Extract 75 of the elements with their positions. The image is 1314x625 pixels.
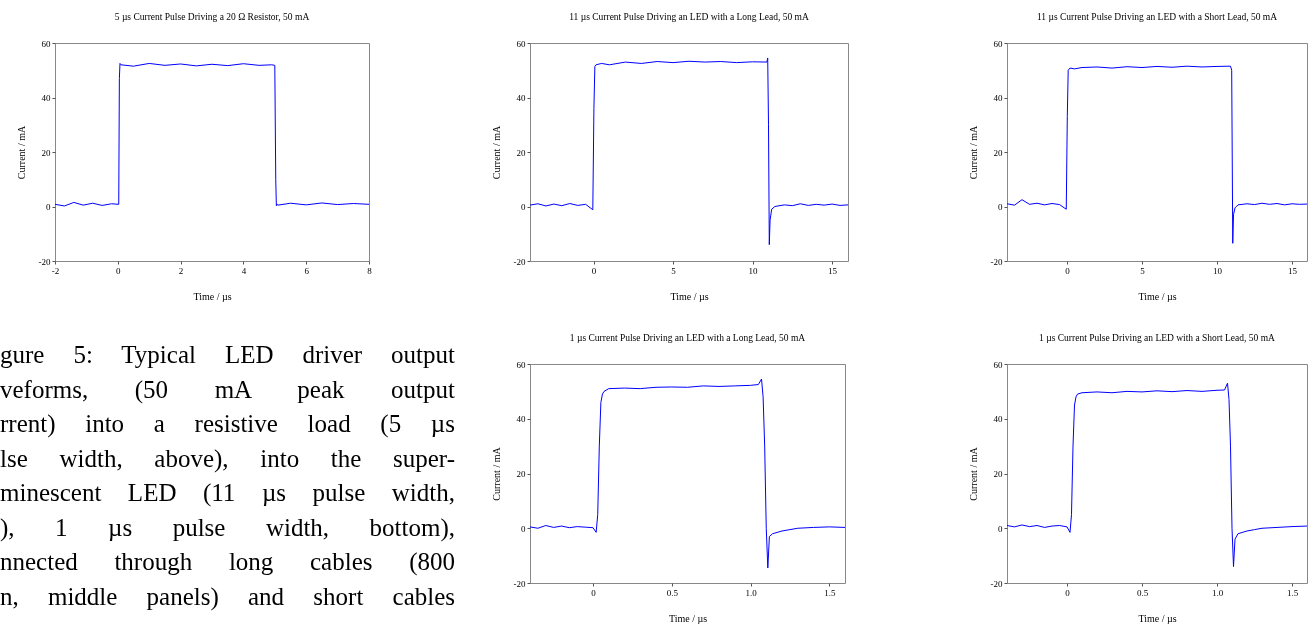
line-series xyxy=(530,378,845,569)
text: minescent LED (11 µs pulse width, xyxy=(0,478,455,509)
x-tick-label: 15 xyxy=(828,265,838,276)
x-tick-label: 10 xyxy=(1213,265,1223,276)
y-tick-label: 20 xyxy=(41,147,51,158)
y-tick-label: 20 xyxy=(993,469,1003,479)
chart-title: 11 µs Current Pulse Driving an LED with a Long Lead, 50 mA xyxy=(569,11,809,22)
chart-title: 1 µs Current Pulse Driving an LED with a Long Lead, 50 mA xyxy=(569,332,806,343)
x-tick-label: 10 xyxy=(748,265,759,276)
chart-title: 1 µs Current Pulse Driving an LED with a Short Lead, 50 mA xyxy=(1039,332,1276,343)
x-tick-label: 0 xyxy=(591,587,597,598)
x-tick-label: 4 xyxy=(241,265,247,276)
x-tick-label: 0 xyxy=(116,265,122,276)
y-axis-title: Current / mA xyxy=(967,446,979,501)
chart-title: 5 µs Current Pulse Driving a 20 Ω Resistor, 50 mA xyxy=(114,11,310,22)
y-tick-label: 40 xyxy=(993,414,1003,425)
x-tick-label: 5 xyxy=(671,265,677,276)
y-tick-label: 40 xyxy=(516,414,526,425)
y-tick-label: 20 xyxy=(993,147,1003,158)
x-axis-title: Time / µs xyxy=(670,290,709,302)
y-tick-label: -20 xyxy=(990,578,1003,589)
text: rrent) into a resistive load (5 µs xyxy=(0,409,455,440)
y-tick-label: 40 xyxy=(516,93,526,103)
y-tick-label: 60 xyxy=(516,38,526,49)
line-series xyxy=(1007,382,1307,568)
chart-title: 11 µs Current Pulse Driving an LED with a Short Lead, 50 mA xyxy=(1036,11,1278,22)
x-tick-label: 6 xyxy=(304,265,310,276)
x-tick-label: 2 xyxy=(178,265,184,276)
x-tick-label: 0 xyxy=(1065,587,1071,598)
x-axis-title: Time / µs xyxy=(668,612,708,624)
y-tick-label: 20 xyxy=(516,147,526,158)
y-tick-label: 0 xyxy=(998,202,1003,212)
y-tick-label: 40 xyxy=(41,93,51,103)
y-tick-label: 60 xyxy=(41,38,51,49)
y-tick-label: 0 xyxy=(998,523,1003,534)
y-tick-label: 60 xyxy=(516,359,526,370)
y-axis-title: Current / mA xyxy=(490,446,502,501)
x-tick-label: 8 xyxy=(367,265,373,276)
x-tick-label: 1.5 xyxy=(824,587,836,598)
y-tick-label: -20 xyxy=(38,256,51,267)
text: n, middle panels) and short cables xyxy=(0,581,455,613)
x-tick-label: 0.5 xyxy=(1136,587,1149,598)
y-tick-label: 40 xyxy=(993,93,1003,103)
text: veforms, (50 mA peak output xyxy=(0,374,455,405)
x-tick-label: 5 xyxy=(1140,265,1146,276)
y-tick-label: 0 xyxy=(521,523,526,534)
text: gure 5: Typical LED driver output xyxy=(0,340,455,370)
y-tick-label: -20 xyxy=(513,578,526,589)
y-axis-title: Current / mA xyxy=(967,125,979,180)
x-tick-label: 1.0 xyxy=(745,587,758,598)
text: ), 1 µs pulse width, bottom), xyxy=(0,512,455,544)
x-tick-label: 15 xyxy=(1288,265,1298,276)
x-tick-label: 0 xyxy=(591,265,597,276)
x-tick-label: 0 xyxy=(1065,265,1071,276)
y-tick-label: 60 xyxy=(993,359,1003,370)
x-tick-label: 0.5 xyxy=(666,587,679,598)
line-series xyxy=(1007,65,1307,244)
x-axis-title: Time / µs xyxy=(1138,612,1177,624)
line-series xyxy=(55,62,369,207)
x-tick-label: 1.0 xyxy=(1211,587,1224,598)
x-axis-title: Time / µs xyxy=(193,290,232,302)
y-tick-label: 20 xyxy=(516,469,526,479)
text: nnected through long cables (800 xyxy=(0,547,455,578)
text: lse width, above), into the super- xyxy=(0,443,455,474)
x-tick-label: -2 xyxy=(51,265,60,276)
y-tick-label: 0 xyxy=(521,202,526,212)
y-tick-label: -20 xyxy=(990,256,1003,267)
y-axis-title: Current / mA xyxy=(15,125,27,180)
x-axis-title: Time / µs xyxy=(1138,290,1177,302)
y-tick-label: -20 xyxy=(513,256,526,267)
x-tick-label: 1.5 xyxy=(1286,587,1299,598)
y-axis-title: Current / mA xyxy=(490,125,502,180)
y-tick-label: 60 xyxy=(993,38,1003,49)
line-series xyxy=(530,57,848,246)
y-tick-label: 0 xyxy=(46,202,51,212)
